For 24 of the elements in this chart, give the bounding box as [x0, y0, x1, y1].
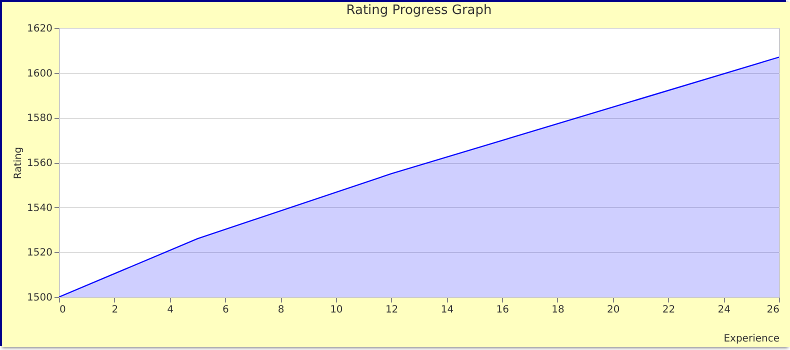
- x-tick-label: 24: [718, 304, 730, 316]
- x-tick-label: 26: [766, 304, 780, 316]
- x-tick-label: 8: [278, 304, 284, 316]
- x-tick-label: 18: [552, 304, 564, 316]
- y-tick-label: 1500: [27, 292, 52, 304]
- y-tick-label: 1580: [27, 113, 52, 124]
- x-tick-label: 16: [496, 304, 509, 316]
- x-tick-label: 2: [112, 304, 118, 316]
- chart-title: Rating Progress Graph: [346, 3, 492, 18]
- x-axis-title: Experience: [724, 334, 780, 344]
- y-tick-label: 1600: [27, 68, 52, 80]
- y-axis-title: Rating: [13, 146, 24, 180]
- x-tick-label: 10: [330, 304, 343, 316]
- y-tick-label: 1560: [27, 158, 52, 169]
- x-tick-label: 22: [662, 304, 676, 316]
- x-tick-label: 20: [606, 304, 620, 316]
- y-tick-label: 1620: [27, 24, 52, 34]
- x-tick-label: 12: [385, 304, 398, 316]
- x-tick-label: 6: [222, 304, 229, 316]
- x-tick-label: 0: [60, 304, 66, 316]
- y-tick-label: 1520: [27, 248, 52, 259]
- x-tick-label: 14: [440, 304, 454, 316]
- y-tick-label: 1540: [27, 202, 52, 214]
- x-tick-label: 4: [167, 304, 174, 316]
